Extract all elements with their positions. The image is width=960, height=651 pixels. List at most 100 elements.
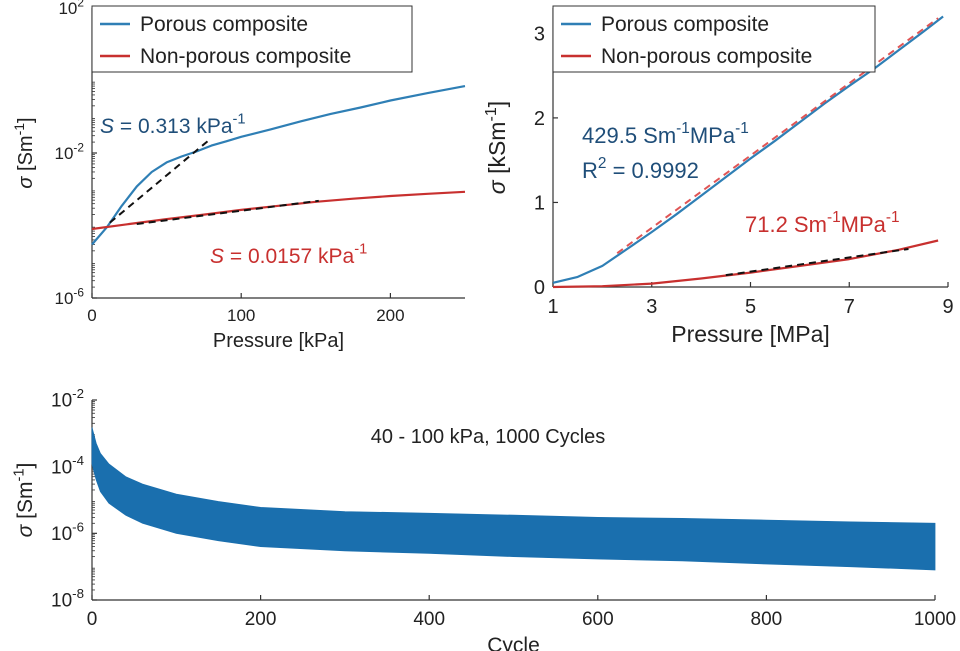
y-tick-exponent: -8 (72, 586, 84, 601)
y-tick-exponent: -2 (73, 140, 84, 154)
x-axis-label: Pressure [kPa] (213, 330, 344, 352)
y-tick-exponent: -6 (72, 519, 84, 534)
y-tick-label: 10-8 (51, 586, 84, 612)
y-tick-base: 10 (51, 391, 72, 412)
fit-line-1 (136, 199, 319, 225)
y-axis-label-unit: [kSm (484, 122, 510, 174)
x-axis-label: Pressure [MPa] (671, 321, 830, 347)
annotation-value-end: MPa (841, 212, 887, 237)
series-line-0 (91, 85, 466, 246)
x-axis-label: Cycle (487, 634, 540, 651)
y-axis-label-symbol: σ (484, 174, 510, 194)
annotation-value: 429.5 Sm (582, 123, 676, 148)
series-line-1 (91, 190, 466, 231)
y-tick-exponent: -6 (73, 285, 84, 299)
y-tick-label: 2 (534, 108, 545, 130)
x-tick-label: 0 (87, 609, 98, 630)
y-tick-label: 102 (58, 0, 84, 18)
y-tick-base: 10 (55, 144, 74, 163)
y-axis-label-sup: -1 (11, 123, 27, 136)
x-tick-label: 1 (547, 296, 558, 318)
y-tick-base: 10 (58, 0, 77, 18)
series-line-1 (552, 239, 939, 289)
x-tick-label: 3 (646, 296, 657, 318)
annotation-sup2: -1 (735, 120, 749, 137)
fit-line-0 (109, 139, 210, 224)
y-axis-label-symbol: σ (14, 519, 37, 538)
annotation-slope-porous: 429.5 Sm-1MPa-1 (582, 120, 749, 148)
x-tick-label: 600 (582, 609, 614, 630)
y-tick-label: 3 (534, 23, 545, 45)
y-axis-label-sup: -1 (482, 107, 500, 121)
legend-label: Non-porous composite (140, 45, 351, 68)
y-tick-label: 10-4 (51, 453, 84, 479)
annotation-sup: -1 (676, 120, 690, 137)
legend: Porous composite Non-porous composite (552, 5, 876, 73)
legend-label: Porous composite (140, 13, 308, 36)
annotation-sup: -1 (827, 209, 841, 226)
y-axis-label-end: ] (14, 463, 37, 469)
y-axis-label-end: ] (484, 101, 510, 107)
x-tick-label: 400 (413, 609, 445, 630)
annotation-slope-nonporous: 71.2 Sm-1MPa-1 (745, 209, 900, 237)
x-tick-label: 1000 (914, 609, 956, 630)
legend-label: Porous composite (601, 13, 769, 36)
annotation-sup: -1 (354, 242, 367, 258)
y-tick-base: 10 (51, 457, 72, 478)
annotation-value: = 0.0157 kPa (224, 245, 355, 268)
y-axis-label-end: ] (15, 117, 37, 123)
y-axis-label-unit: [Sm (14, 482, 37, 519)
x-tick-label: 9 (942, 296, 953, 318)
annotation-value-end: = 0.9992 (606, 158, 698, 183)
panel-bottom: 0 200 400 600 800 100010-810-610-410-2Cycleσ … (12, 386, 957, 651)
x-tick-label: 200 (245, 609, 277, 630)
legend: Porous composite Non-porous composite (91, 5, 413, 73)
y-tick-label: 0 (534, 277, 545, 299)
x-tick-label: 7 (844, 296, 855, 318)
y-axis-label-sup: -1 (12, 468, 28, 481)
annotation-s-porous: S = 0.313 kPa-1 (100, 112, 246, 138)
annotation-sup: 2 (598, 155, 607, 172)
series-line-0 (552, 15, 944, 284)
annotation-sup: -1 (233, 112, 246, 128)
series-band (91, 427, 936, 571)
y-tick-label: 10-2 (55, 140, 85, 163)
x-tick-label: 200 (376, 306, 404, 325)
annotation-value-end: MPa (690, 123, 736, 148)
legend-box (91, 5, 413, 73)
annotation-value: = 0.313 kPa (114, 115, 233, 138)
y-tick-exponent: -4 (72, 453, 84, 468)
legend-label: Non-porous composite (601, 45, 812, 68)
y-axis-label: σ [Sm-1] (12, 463, 37, 538)
annotation-value: 71.2 Sm (745, 212, 827, 237)
annotation-symbol: S (210, 245, 224, 268)
chart-title: 40 - 100 kPa, 1000 Cycles (371, 426, 606, 448)
y-axis-label: σ [kSm-1] (482, 101, 510, 194)
legend-box (552, 5, 876, 73)
annotation-s-nonporous: S = 0.0157 kPa-1 (210, 242, 367, 268)
y-tick-base: 10 (51, 524, 72, 545)
y-tick-label: 10-2 (51, 386, 84, 412)
y-axis-label-unit: [Sm (15, 135, 37, 171)
x-tick-label: 100 (227, 306, 255, 325)
x-tick-label: 800 (751, 609, 783, 630)
y-tick-label: 1 (534, 192, 545, 214)
y-tick-exponent: 2 (77, 0, 84, 9)
y-tick-base: 10 (55, 289, 74, 308)
y-tick-base: 10 (51, 591, 72, 612)
y-tick-label: 10-6 (55, 285, 85, 308)
x-tick-label: 5 (745, 296, 756, 318)
fit-line-1 (725, 247, 909, 277)
y-tick-label: 10-6 (51, 519, 84, 545)
annotation-symbol: S (100, 115, 114, 138)
y-axis-label-symbol: σ (15, 171, 37, 189)
annotation-sup2: -1 (886, 209, 900, 226)
annotation-r2: R2 = 0.9992 (582, 155, 699, 183)
x-tick-label: 0 (87, 306, 96, 325)
fit-line-0 (616, 17, 939, 254)
y-axis-label: σ [Sm-1] (11, 117, 37, 188)
annotation-value: R (582, 158, 598, 183)
